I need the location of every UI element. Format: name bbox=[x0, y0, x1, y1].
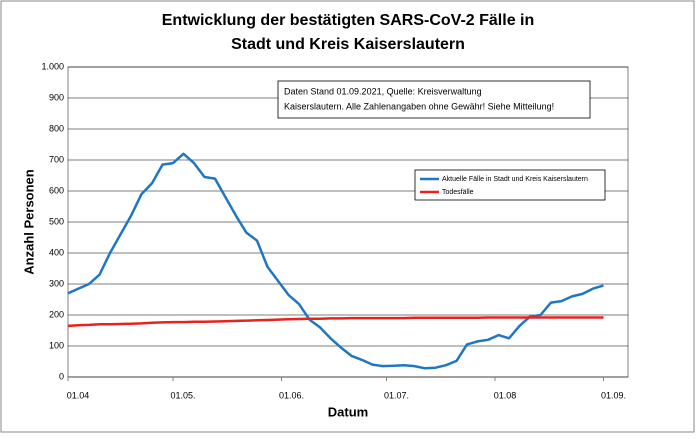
chart-title: Stadt und Kreis Kaiserslautern bbox=[231, 36, 465, 53]
y-tick-label: 600 bbox=[49, 185, 64, 195]
legend-box bbox=[414, 169, 606, 201]
y-tick-label: 0 bbox=[59, 371, 64, 381]
x-tick-label: 01.04 bbox=[67, 390, 90, 400]
x-tick-label: 01.07. bbox=[384, 390, 409, 400]
y-tick-label: 400 bbox=[49, 247, 64, 257]
annotation: Daten Stand 01.09.2021, Quelle: Kreisver… bbox=[284, 86, 482, 96]
legend-label: Todesfälle bbox=[442, 189, 474, 196]
y-tick-label: 500 bbox=[49, 216, 64, 226]
annotation-box bbox=[277, 80, 591, 119]
y-tick-label: 900 bbox=[49, 92, 64, 102]
y-tick-label: 800 bbox=[49, 123, 64, 133]
y-tick-label: 300 bbox=[49, 278, 64, 288]
chart-title: Entwicklung der bestätigten SARS-CoV-2 F… bbox=[162, 12, 535, 29]
x-tick-label: 01.06. bbox=[279, 390, 304, 400]
legend-label: Aktuelle Fälle in Stadt und Kreis Kaiser… bbox=[442, 176, 588, 183]
y-tick-label: 700 bbox=[49, 154, 64, 164]
x-tick-label: 01.05. bbox=[170, 390, 195, 400]
x-tick-label: 01.08 bbox=[494, 390, 517, 400]
x-tick-label: 01.09. bbox=[601, 390, 626, 400]
annotation: Kaiserslautern. Alle Zahlenangaben ohne … bbox=[284, 101, 554, 111]
y-axis-label: Anzahl Personen bbox=[21, 169, 36, 275]
series-line bbox=[67, 316, 604, 328]
y-tick-label: 200 bbox=[49, 309, 64, 319]
series-line bbox=[67, 152, 604, 370]
x-axis-label: Datum bbox=[328, 404, 368, 419]
y-tick-label: 1.000 bbox=[41, 61, 64, 71]
y-tick-label: 100 bbox=[49, 340, 64, 350]
